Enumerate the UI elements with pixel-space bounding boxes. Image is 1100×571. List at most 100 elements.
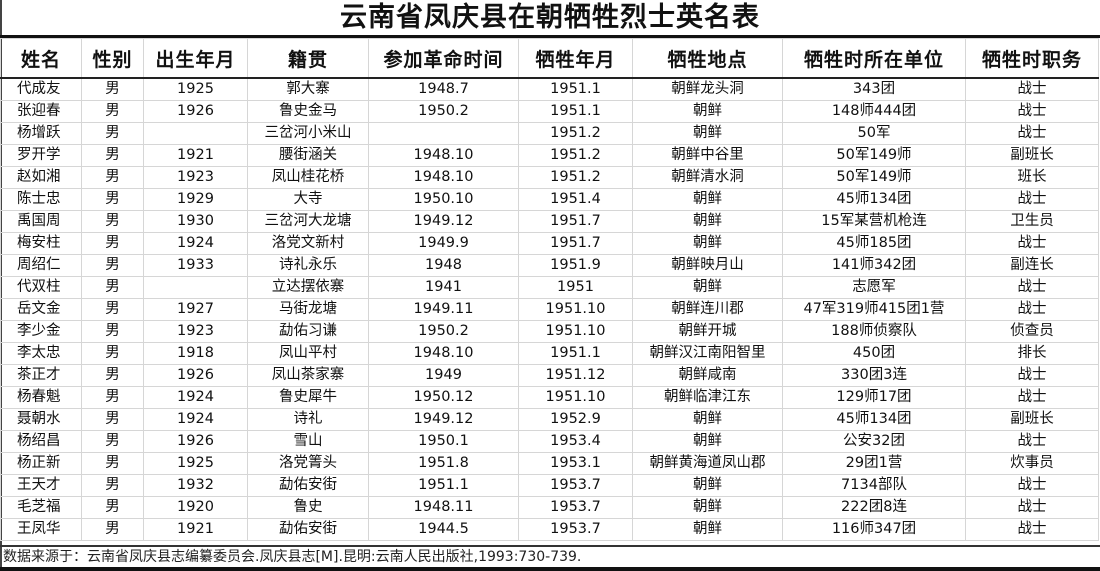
- table-row: 赵如湘男 1923 凤山桂花桥 1948.10 1951.2 朝鲜清水洞 50军149师 班长: [0, 166, 1099, 189]
- table-cell: 鲁史: [247, 496, 369, 519]
- table-cell: 朝鲜连川郡: [632, 298, 783, 321]
- table-cell: 卫生员: [965, 210, 1099, 233]
- table-cell: 副班长: [965, 144, 1099, 167]
- table-row: 代双柱男 立达摆依寨 1941 1951 朝鲜 志愿军 战士: [0, 276, 1099, 299]
- table-cell: 战士: [965, 474, 1099, 497]
- table-cell: 洛党箐头: [247, 452, 369, 475]
- table-cell: 47军319师415团1营: [782, 298, 966, 321]
- table-cell: 1949.12: [368, 210, 519, 233]
- table-cell: 1953.7: [518, 474, 633, 497]
- table-cell: 朝鲜: [632, 474, 783, 497]
- table-cell: 朝鲜龙头洞: [632, 77, 783, 101]
- table-cell: 陈士忠: [0, 188, 82, 211]
- table-cell: 杨增跃: [0, 122, 82, 145]
- table-cell: 罗开学: [0, 144, 82, 167]
- table-cell: 1924: [143, 386, 248, 409]
- table-cell: 战士: [965, 77, 1099, 101]
- table-row: 李少金男 1923 勐佑习谦 1950.2 1951.10 朝鲜开城 188师侦察队 侦查员: [0, 320, 1099, 343]
- table-cell: 班长: [965, 166, 1099, 189]
- table-cell: 副班长: [965, 408, 1099, 431]
- table-cell: 副连长: [965, 254, 1099, 277]
- table-row: 杨绍昌男 1926 雪山 1950.1 1953.4 朝鲜 公安32团 战士: [0, 430, 1099, 453]
- table-cell: 战士: [965, 364, 1099, 387]
- table-cell: 1941: [368, 276, 519, 299]
- table-cell: 1951.1: [518, 77, 633, 101]
- table-cell: 1921: [143, 518, 248, 541]
- table-cell: 1950.1: [368, 430, 519, 453]
- table-cell: 1951: [518, 276, 633, 299]
- table-row: 梅安柱男 1924 洛党文新村 1949.9 1951.7 朝鲜 45师185团 战士: [0, 232, 1099, 255]
- table-cell: 1951.2: [518, 144, 633, 167]
- table-cell: 志愿军: [782, 276, 966, 299]
- table-cell: 三岔河大龙塘: [247, 210, 369, 233]
- table-cell: 勐佑安街: [247, 518, 369, 541]
- table-cell: 朝鲜咸南: [632, 364, 783, 387]
- table-cell: 战士: [965, 100, 1099, 123]
- table-cell: 腰街涵关: [247, 144, 369, 167]
- table-cell: 凤山桂花桥: [247, 166, 369, 189]
- table-cell: 毛芝福: [0, 496, 82, 519]
- table-cell: 郭大寨: [247, 77, 369, 101]
- table-cell: 45师134团: [782, 188, 966, 211]
- table-cell: 朝鲜开城: [632, 320, 783, 343]
- table-cell: 诗礼永乐: [247, 254, 369, 277]
- table-cell: 朝鲜: [632, 100, 783, 123]
- page-title: 云南省凤庆县在朝牺牲烈士英名表: [340, 2, 760, 33]
- table-cell: 战士: [965, 518, 1099, 541]
- table-cell: 梅安柱: [0, 232, 82, 255]
- table-cell: 1926: [143, 100, 248, 123]
- table-cell: 男: [81, 452, 144, 475]
- table-cell: 马街龙塘: [247, 298, 369, 321]
- table-cell: [143, 276, 248, 299]
- table-cell: 1924: [143, 232, 248, 255]
- table-cell: 朝鲜: [632, 496, 783, 519]
- table-cell: 1930: [143, 210, 248, 233]
- table-cell: 男: [81, 77, 144, 101]
- table-cell: 男: [81, 408, 144, 431]
- table-cell: 1920: [143, 496, 248, 519]
- table-cell: 朝鲜中谷里: [632, 144, 783, 167]
- table-cell: 男: [81, 122, 144, 145]
- table-cell: 1948.10: [368, 144, 519, 167]
- table-cell: 战士: [965, 430, 1099, 453]
- table-cell: 1953.7: [518, 496, 633, 519]
- table-cell: 战士: [965, 232, 1099, 255]
- table-cell: [368, 122, 519, 145]
- table-cell: 1924: [143, 408, 248, 431]
- table-cell: 1952.9: [518, 408, 633, 431]
- table-cell: 鲁史犀牛: [247, 386, 369, 409]
- table-cell: 男: [81, 342, 144, 365]
- table-cell: 1951.10: [518, 298, 633, 321]
- table-cell: 1951.8: [368, 452, 519, 475]
- table-cell: 1951.2: [518, 166, 633, 189]
- table-cell: 1929: [143, 188, 248, 211]
- table-cell: 1950.10: [368, 188, 519, 211]
- table-cell: 1923: [143, 320, 248, 343]
- table-cell: 勐佑安街: [247, 474, 369, 497]
- table-cell: 1921: [143, 144, 248, 167]
- table-cell: 1949.9: [368, 232, 519, 255]
- table-cell: 1951.7: [518, 232, 633, 255]
- table-cell: 1923: [143, 166, 248, 189]
- table-cell: 1951.10: [518, 386, 633, 409]
- column-header: 牺牲年月: [518, 38, 633, 79]
- table-row: 禹国周男 1930 三岔河大龙塘 1949.12 1951.7 朝鲜 15军某营机枪连 卫生员: [0, 210, 1099, 233]
- table-cell: 岳文金: [0, 298, 82, 321]
- table-row: 王天才男 1932 勐佑安街 1951.1 1953.7 朝鲜 7134部队 战士: [0, 474, 1099, 497]
- table-cell: 王凤华: [0, 518, 82, 541]
- table-cell: 战士: [965, 386, 1099, 409]
- table-cell: 1948.10: [368, 342, 519, 365]
- table-cell: 男: [81, 276, 144, 299]
- table-cell: 勐佑习谦: [247, 320, 369, 343]
- table-row: 陈士忠男 1929 大寺 1950.10 1951.4 朝鲜 45师134团 战士: [0, 188, 1099, 211]
- table-cell: 1951.7: [518, 210, 633, 233]
- table-cell: 1953.7: [518, 518, 633, 541]
- table-cell: 7134部队: [782, 474, 966, 497]
- table-row: 周绍仁男 1933 诗礼永乐 1948 1951.9 朝鲜映月山 141师342团 副连长: [0, 254, 1099, 277]
- table-cell: 男: [81, 100, 144, 123]
- table-cell: 李少金: [0, 320, 82, 343]
- table-cell: 450团: [782, 342, 966, 365]
- title-divider: [0, 35, 1100, 38]
- table-row: 杨增跃男 三岔河小米山 1951.2 朝鲜 50军 战士: [0, 122, 1099, 145]
- table-row: 杨春魁男 1924 鲁史犀牛 1950.12 1951.10 朝鲜临津江东 129师17团战…: [0, 386, 1099, 409]
